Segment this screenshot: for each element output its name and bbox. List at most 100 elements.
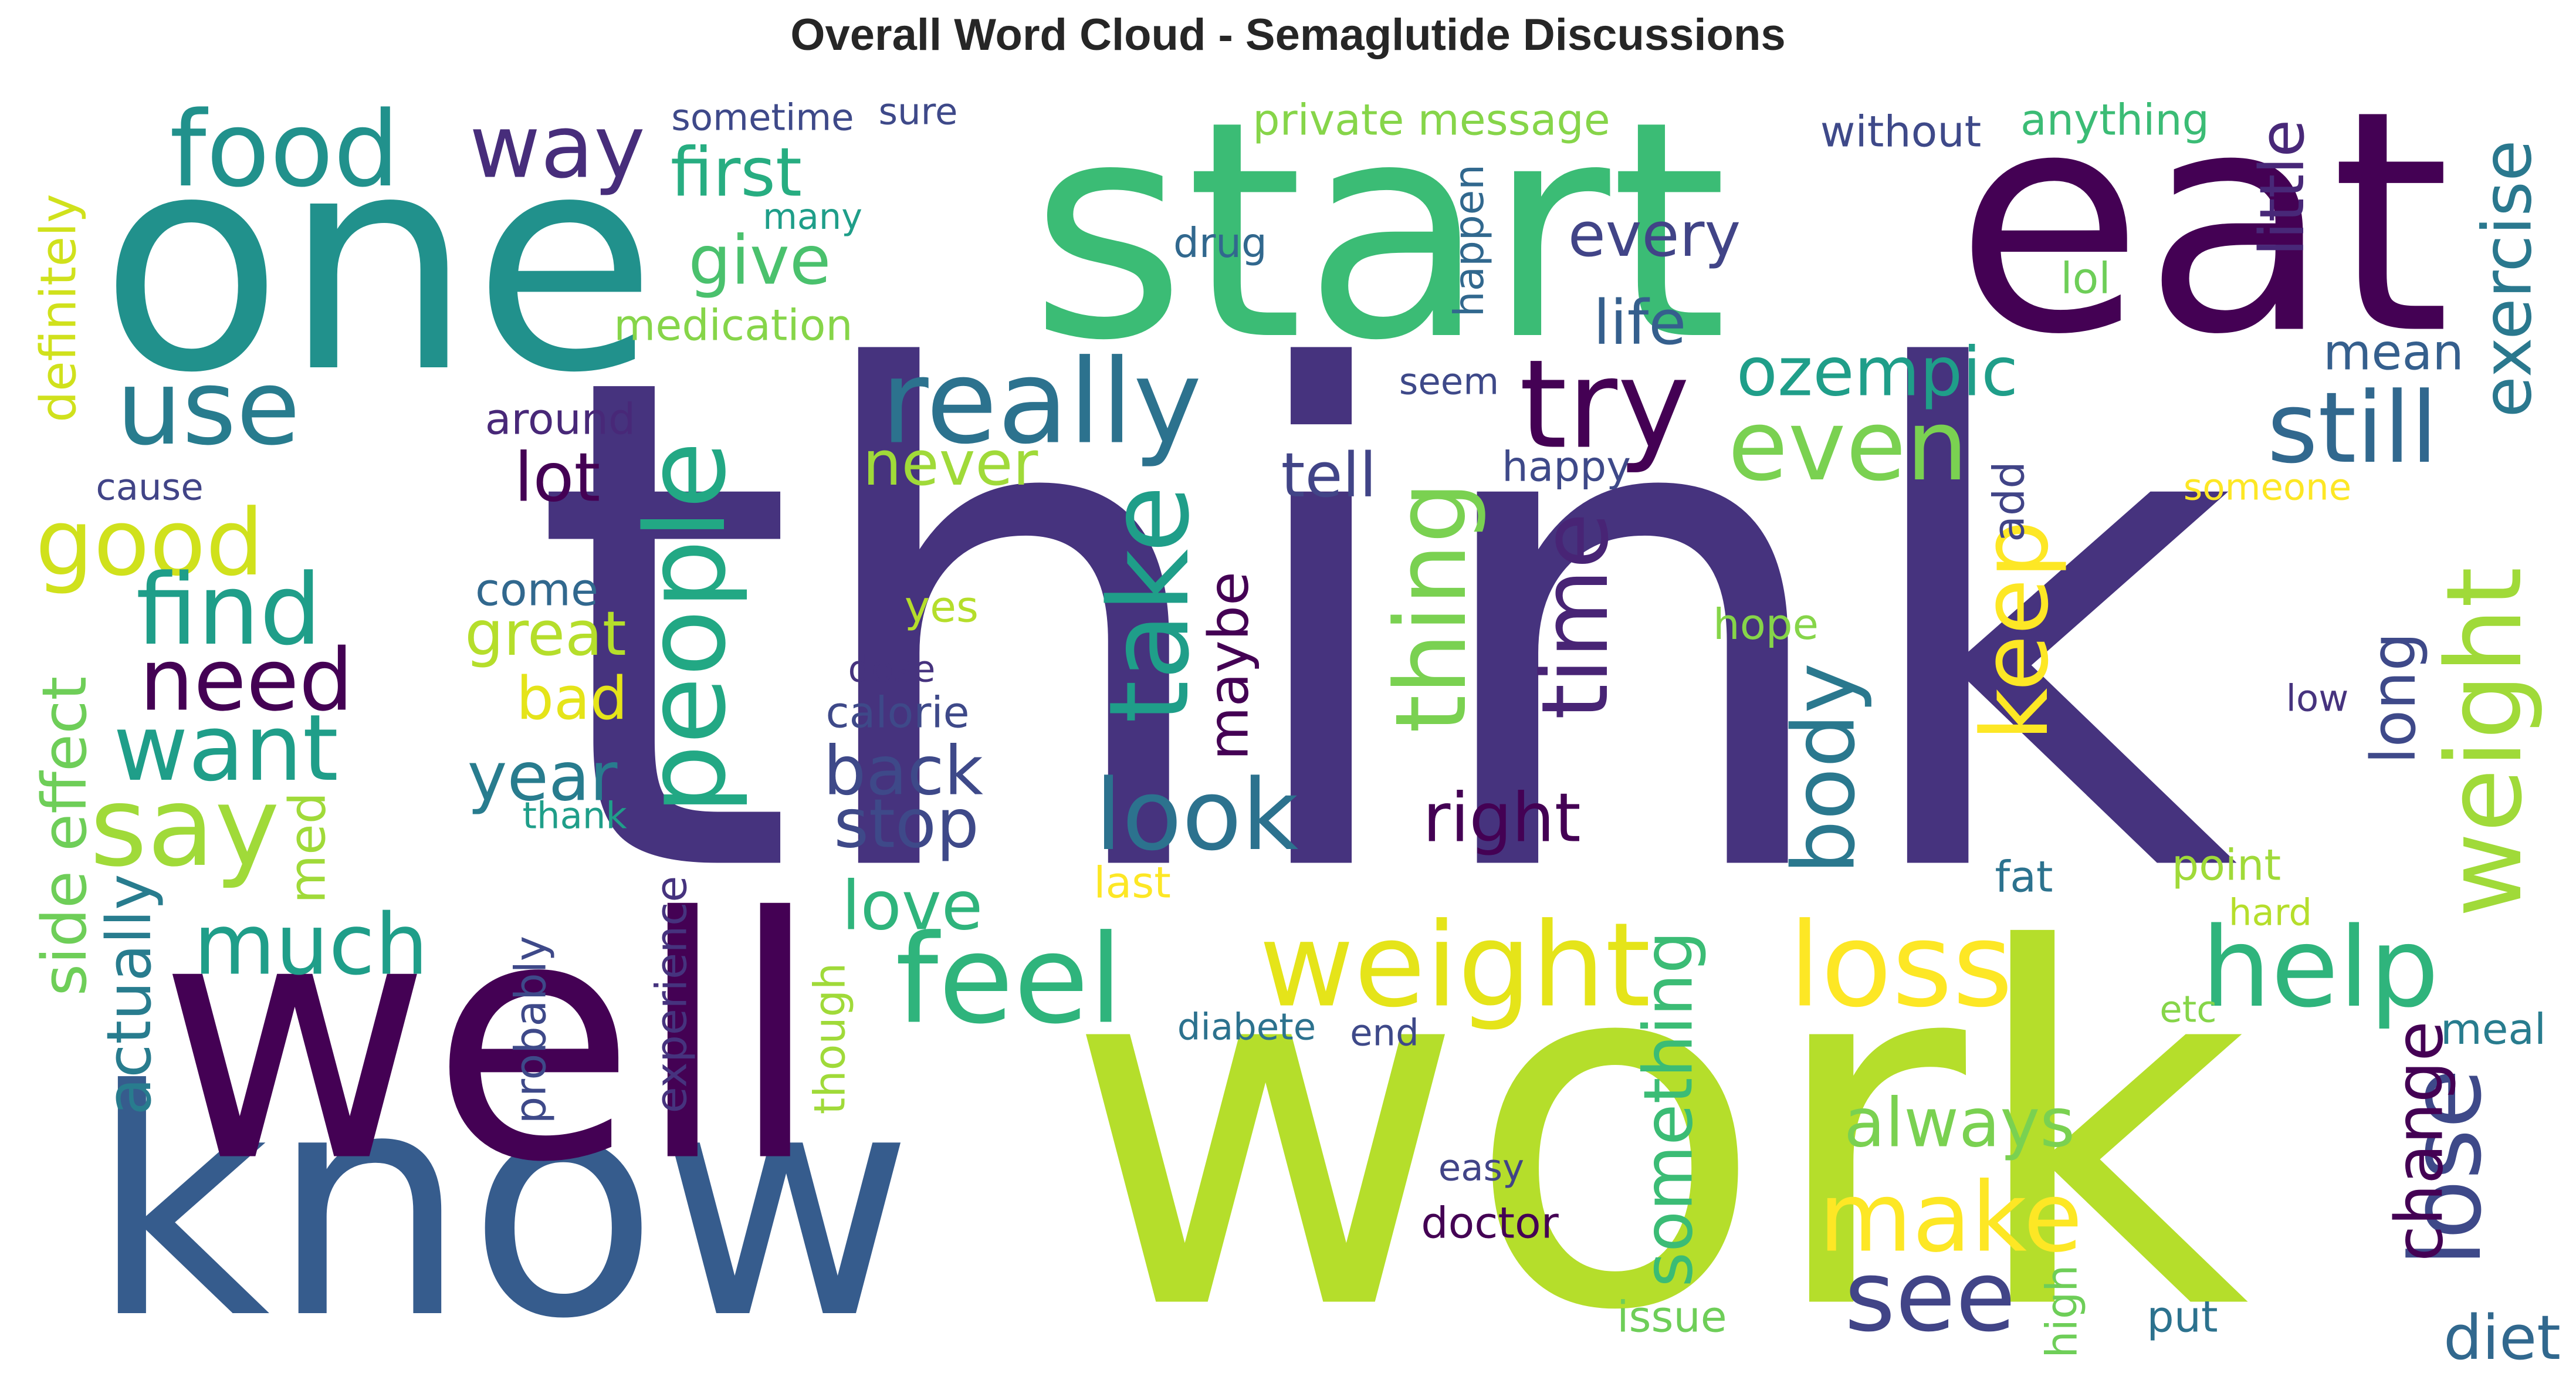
word-food-7: food (170, 89, 400, 210)
word-hope-81: hope (1713, 600, 1819, 650)
word-never-44: never (863, 428, 1038, 499)
word-start-3: start (1030, 58, 1727, 406)
word-cause-79: cause (96, 466, 203, 509)
word-first-35: first (671, 134, 802, 212)
word-thing-18: thing (1375, 481, 1488, 733)
word-want-21: want (113, 695, 338, 801)
word-life-37: life (1593, 287, 1687, 359)
word-feel-28: feel (895, 909, 1123, 1051)
word-lot-43: lot (514, 439, 601, 518)
word-even-13: even (1728, 389, 1968, 503)
word-experience-91: experience (647, 876, 697, 1114)
word-seem-75: seem (1399, 360, 1499, 403)
word-little-42: little (2246, 120, 2318, 256)
word-etc-95: etc (2159, 988, 2216, 1031)
word-ozempic-38: ozempic (1736, 334, 2018, 412)
word-year-49: year (468, 739, 618, 817)
word-exercise-41: exercise (2469, 140, 2547, 417)
word-weight-26: weight (1259, 898, 1651, 1033)
word-mean-40: mean (2323, 323, 2464, 381)
word-fat-87: fat (1995, 853, 2053, 902)
word-eat-4: eat (1955, 45, 2450, 401)
word-know-5: know (90, 1024, 914, 1387)
word-use-9: use (116, 347, 300, 468)
word-great-47: great (465, 598, 626, 669)
word-make-33: make (1819, 1162, 2083, 1274)
chart-title: Overall Word Cloud - Semaglutide Discuss… (790, 10, 1786, 60)
word-maybe-54: maybe (1197, 571, 1261, 760)
word-definitely-73: definitely (31, 194, 87, 422)
word-dose-82: dose (848, 648, 936, 691)
word-see-34: see (1844, 1240, 2016, 1354)
word-medication-72: medication (614, 301, 852, 351)
word-something-58: something (1630, 931, 1708, 1287)
word-well-6: well (158, 848, 821, 1236)
word-yes-80: yes (905, 583, 979, 633)
word-private-message-65: private message (1253, 96, 1610, 146)
word-issue-99: issue (1617, 1293, 1727, 1342)
word-drug-69: drug (1173, 220, 1267, 267)
word-come-46: come (475, 564, 598, 616)
word-back-50: back (823, 733, 983, 811)
word-add-77: add (1985, 461, 2035, 542)
word-calorie-83: calorie (826, 688, 970, 738)
word-hard-89: hard (2229, 891, 2312, 934)
word-end-94: end (1350, 1012, 1419, 1054)
word-low-84: low (2286, 677, 2349, 720)
word-probably-90: probably (506, 936, 556, 1124)
word-diabete-93: diabete (1177, 1006, 1316, 1049)
word-diet-62: diet (2443, 1302, 2561, 1374)
word-try-11: try (1519, 334, 1690, 476)
word-around-74: around (485, 395, 636, 445)
word-easy-97: easy (1438, 1147, 1524, 1189)
word-keep-24: keep (1962, 520, 2069, 741)
word-right-53: right (1423, 780, 1580, 858)
word-point-88: point (2172, 841, 2281, 891)
word-help-29: help (2201, 904, 2439, 1032)
word-much-32: much (194, 896, 428, 994)
word-loss-27: loss (1789, 898, 2013, 1033)
word-last-86: last (1094, 858, 1171, 908)
word-way-8: way (469, 96, 645, 198)
word-say-22: say (90, 763, 280, 891)
word-weight-30: weight (2424, 567, 2545, 917)
word-find-19: find (136, 553, 322, 667)
word-one-2: one (100, 90, 657, 438)
word-lose-31: lose (2389, 1068, 2503, 1267)
word-lol-71: lol (2060, 254, 2110, 304)
word-people-15: people (622, 441, 750, 814)
word-happy-76: happy (1502, 442, 1631, 491)
word-time-17: time (1522, 512, 1629, 719)
word-put-101: put (2147, 1293, 2218, 1342)
word-still-12: still (2267, 371, 2438, 485)
word-look-23: look (1095, 759, 1298, 872)
word-someone-78: someone (2184, 466, 2351, 509)
word-happen-70: happen (1446, 164, 1493, 317)
word-bad-48: bad (516, 664, 628, 733)
word-thank-85: thank (523, 794, 628, 837)
word-many-68: many (763, 197, 862, 238)
word-give-36: give (688, 222, 831, 300)
word-doctor-98: doctor (1421, 1199, 1559, 1249)
word-take-16: take (1086, 485, 1214, 723)
word-good-14: good (35, 489, 264, 596)
word-long-61: long (2358, 633, 2429, 765)
word-need-20: need (140, 631, 354, 730)
word-always-59: always (1844, 1085, 2075, 1163)
word-actually-56: actually (93, 874, 165, 1115)
word-body-25: body (1775, 663, 1874, 875)
word-really-10: really (881, 334, 1201, 470)
word-side-effect-55: side effect (29, 677, 100, 996)
word-meal-96: meal (2440, 1005, 2546, 1054)
word-sometime-63: sometime (671, 96, 854, 139)
word-change-60: change (2382, 1021, 2458, 1262)
word-work-1: work (1065, 848, 2249, 1390)
word-high-100: high (2037, 1264, 2087, 1358)
word-sure-64: sure (879, 90, 958, 133)
word-tell-45: tell (1281, 439, 1377, 511)
word-anything-67: anything (2020, 96, 2209, 146)
word-without-66: without (1820, 107, 1981, 157)
word-love-52: love (842, 868, 983, 946)
word-think-0: think (530, 233, 2239, 1023)
